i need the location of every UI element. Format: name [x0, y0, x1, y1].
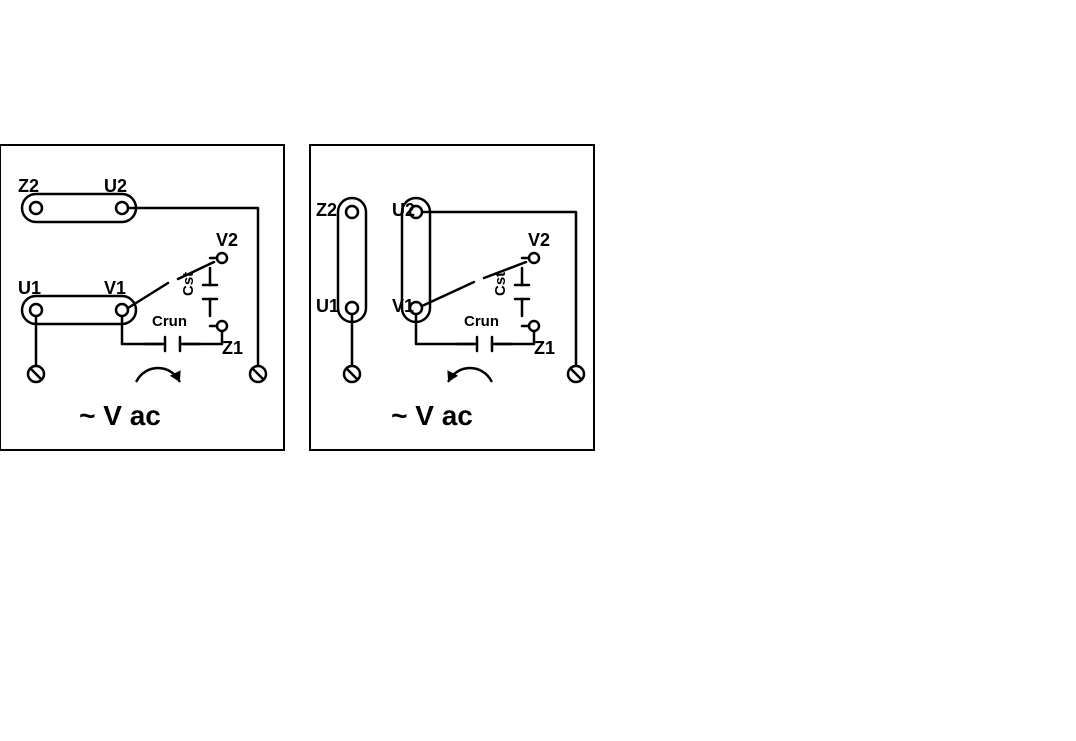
label-Vac: ~ V ac: [79, 400, 161, 431]
label-U2: U2: [392, 200, 415, 220]
panel-right: Z2 U1 U2 V1 V2 Z1 Cst Crun ~ V ac: [310, 145, 594, 450]
label-Z2: Z2: [18, 176, 39, 196]
label-Cst: Cst: [180, 272, 197, 296]
label-Z2: Z2: [316, 200, 337, 220]
terminal-V2: [217, 253, 227, 263]
terminal-U1: [346, 302, 358, 314]
label-Z1: Z1: [534, 338, 555, 358]
label-U1: U1: [18, 278, 41, 298]
terminal-Z1: [529, 321, 539, 331]
label-V1: V1: [392, 296, 414, 316]
terminal-U2: [116, 202, 128, 214]
terminal-Z1: [217, 321, 227, 331]
diagram-stage: Z2 U2 U1 V1 V2 Z1 Cst Crun ~ V ac Z2 U1 U2 V1 V2 Z1 Cst…: [0, 0, 1076, 736]
label-U1: U1: [316, 296, 339, 316]
label-V1: V1: [104, 278, 126, 298]
label-Cst: Cst: [492, 272, 509, 296]
label-Vac: ~ V ac: [391, 400, 473, 431]
terminal-U1: [30, 304, 42, 316]
label-V2: V2: [216, 230, 238, 250]
label-U2: U2: [104, 176, 127, 196]
terminal-V1: [116, 304, 128, 316]
label-V2: V2: [528, 230, 550, 250]
terminal-V2: [529, 253, 539, 263]
panel-left: Z2 U2 U1 V1 V2 Z1 Cst Crun ~ V ac: [0, 145, 284, 450]
terminal-Z2: [30, 202, 42, 214]
terminal-Z2: [346, 206, 358, 218]
label-Z1: Z1: [222, 338, 243, 358]
label-Crun: Crun: [152, 313, 187, 330]
label-Crun: Crun: [464, 313, 499, 330]
